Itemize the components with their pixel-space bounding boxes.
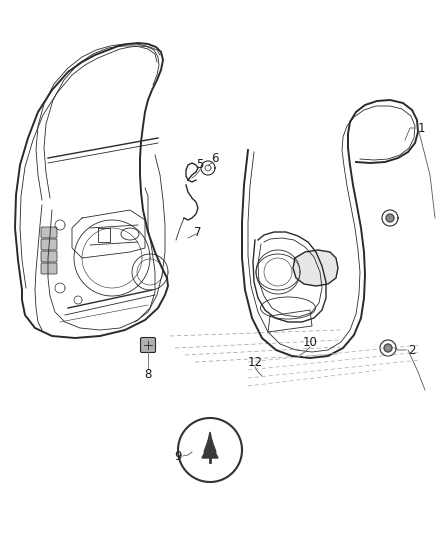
Text: 9: 9 xyxy=(174,449,182,463)
Text: 8: 8 xyxy=(144,368,152,382)
Polygon shape xyxy=(293,250,338,286)
Text: 1: 1 xyxy=(418,122,425,134)
Text: 2: 2 xyxy=(408,343,416,357)
FancyBboxPatch shape xyxy=(41,263,57,274)
Polygon shape xyxy=(386,214,394,222)
FancyBboxPatch shape xyxy=(41,239,57,250)
Polygon shape xyxy=(384,344,392,352)
Text: 12: 12 xyxy=(247,356,262,368)
Text: 7: 7 xyxy=(194,225,202,238)
Text: 5: 5 xyxy=(196,158,204,172)
Text: 6: 6 xyxy=(211,151,219,165)
Polygon shape xyxy=(202,442,218,458)
FancyBboxPatch shape xyxy=(141,337,155,352)
Text: 10: 10 xyxy=(303,335,318,349)
FancyBboxPatch shape xyxy=(41,227,57,238)
Polygon shape xyxy=(207,432,213,446)
FancyBboxPatch shape xyxy=(41,251,57,262)
Polygon shape xyxy=(204,436,216,452)
